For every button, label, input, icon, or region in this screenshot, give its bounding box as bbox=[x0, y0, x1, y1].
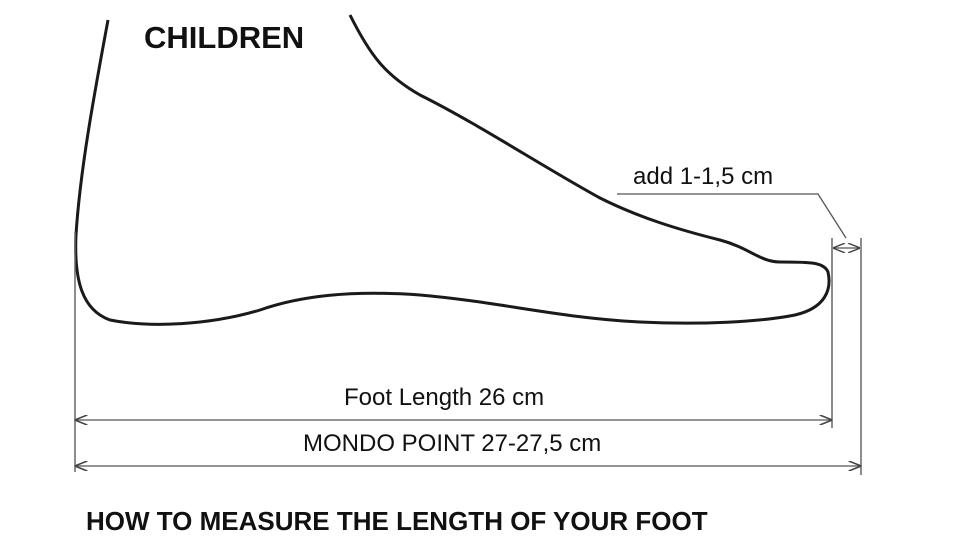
footer-caption: HOW TO MEASURE THE LENGTH OF YOUR FOOT bbox=[86, 506, 708, 536]
diagram-title: CHILDREN bbox=[144, 20, 305, 55]
foot-length-label: Foot Length 26 cm bbox=[344, 384, 545, 411]
mondo-point-label: MONDO POINT 27-27,5 cm bbox=[303, 430, 602, 457]
allowance-label: add 1-1,5 cm bbox=[633, 163, 774, 190]
allowance-leader-line bbox=[617, 193, 847, 239]
foot-outline bbox=[74, 14, 831, 326]
